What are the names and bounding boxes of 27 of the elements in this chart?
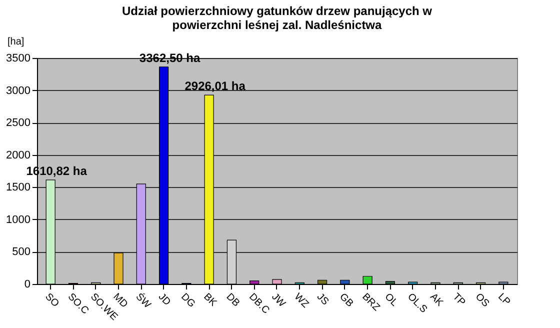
y-tick-label: 1000	[6, 214, 30, 226]
y-tick-label: 1500	[6, 182, 30, 194]
x-tick-label: BK	[201, 292, 219, 309]
text: Udział powierzchniowy gatunków drzew panujących w	[122, 4, 432, 18]
y-tick-label: 500	[12, 246, 30, 258]
x-tick-label: SO	[42, 292, 61, 310]
y-tick-label: 3000	[6, 84, 30, 97]
x-tick-label: JD	[156, 292, 172, 308]
text: powierzchni leśnej zal. Nadleśnictwa	[172, 18, 382, 32]
x-tick-label: OL	[382, 292, 400, 310]
x-tick-label: JW	[269, 292, 288, 310]
x-tick-label: ŚW	[133, 290, 154, 312]
y-tick-label: 0	[24, 278, 30, 290]
x-tick-label: DG	[178, 292, 198, 310]
x-tick-label: JS	[314, 292, 331, 308]
y-tick-label: 3500	[6, 52, 30, 64]
x-tick-label: OS	[472, 292, 492, 310]
x-tick-label: DB	[224, 292, 242, 310]
x-tick-label: LP	[496, 292, 512, 308]
data-label: 2926,01 ha	[184, 79, 246, 94]
x-tick-label: TP	[450, 292, 468, 309]
x-tick-label: AK	[428, 292, 446, 309]
x-tick-label: WZ	[292, 292, 311, 310]
x-tick-label: GB	[337, 292, 356, 310]
y-tick-label: 2000	[6, 149, 30, 162]
y-axis-title: [ha]	[8, 36, 24, 48]
y-tick-label: 2500	[6, 117, 30, 130]
